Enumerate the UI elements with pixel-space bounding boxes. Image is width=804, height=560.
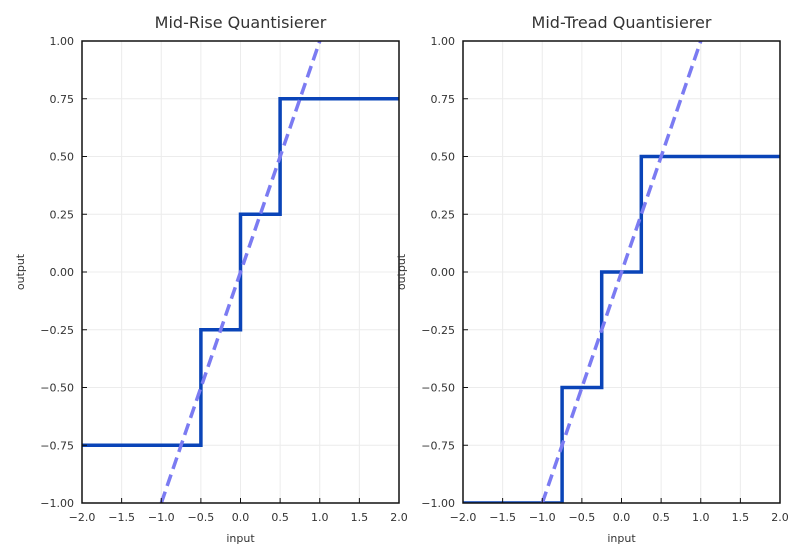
y-tick-label: 1.00 [50,35,75,48]
x-tick-label: 1.0 [692,511,710,524]
y-tick-label: 0.75 [431,93,456,106]
y-tick-label: 0.75 [50,93,75,106]
y-tick-label: 1.00 [431,35,456,48]
x-tick-label: 2.0 [771,511,789,524]
x-tick-label: −2.0 [69,511,96,524]
y-tick-label: −1.00 [421,497,455,510]
x-tick-label: −1.5 [489,511,516,524]
x-tick-label: 0.5 [271,511,289,524]
y-tick-label: 0.25 [50,208,75,221]
y-tick-label: −0.75 [421,439,455,452]
plot-area [463,41,780,503]
ideal-series-line [159,41,322,503]
y-tick-label: 0.50 [431,151,456,164]
y-tick-label: −0.50 [421,382,455,395]
chart-title: Mid-Tread Quantisierer [532,13,712,32]
plot-area [82,41,399,503]
x-tick-label: 0.5 [652,511,670,524]
y-tick-label: 0.25 [431,208,456,221]
x-tick-label: 2.0 [390,511,408,524]
y-axis-label: output [14,253,27,290]
y-axis-label: output [395,253,408,290]
x-tick-label: 1.5 [351,511,369,524]
x-tick-label: 1.0 [311,511,329,524]
x-axis-label: input [226,532,255,545]
mid-rise-chart: −2.0 −1.5 −1.0 −0.5 0.0 0.5 1.0 1.5 2.0 −1.00 −0.7… [14,13,408,545]
x-tick-label: 1.5 [732,511,750,524]
y-tick-label: −0.50 [40,382,74,395]
y-tick-label: −0.25 [40,324,74,337]
y-tick-label: 0.50 [50,151,75,164]
x-tick-label: −0.5 [569,511,596,524]
y-tick-label: −1.00 [40,497,74,510]
y-tick-label: −0.75 [40,439,74,452]
x-tick-label: 0.0 [232,511,250,524]
x-tick-label: −0.5 [188,511,215,524]
y-tick-label: 0.00 [431,266,456,279]
x-tick-label: −2.0 [450,511,477,524]
y-tick-label: 0.00 [50,266,75,279]
x-tick-label: −1.0 [529,511,556,524]
x-tick-label: −1.5 [108,511,135,524]
y-tick-label: −0.25 [421,324,455,337]
x-tick-label: 0.0 [613,511,631,524]
ideal-series-line [540,41,703,503]
x-axis-label: input [607,532,636,545]
chart-title: Mid-Rise Quantisierer [155,13,327,32]
x-tick-label: −1.0 [148,511,175,524]
mid-tread-chart: −2.0 −1.5 −1.0 −0.5 0.0 0.5 1.0 1.5 2.0 −1.00 −0.7… [395,13,789,545]
